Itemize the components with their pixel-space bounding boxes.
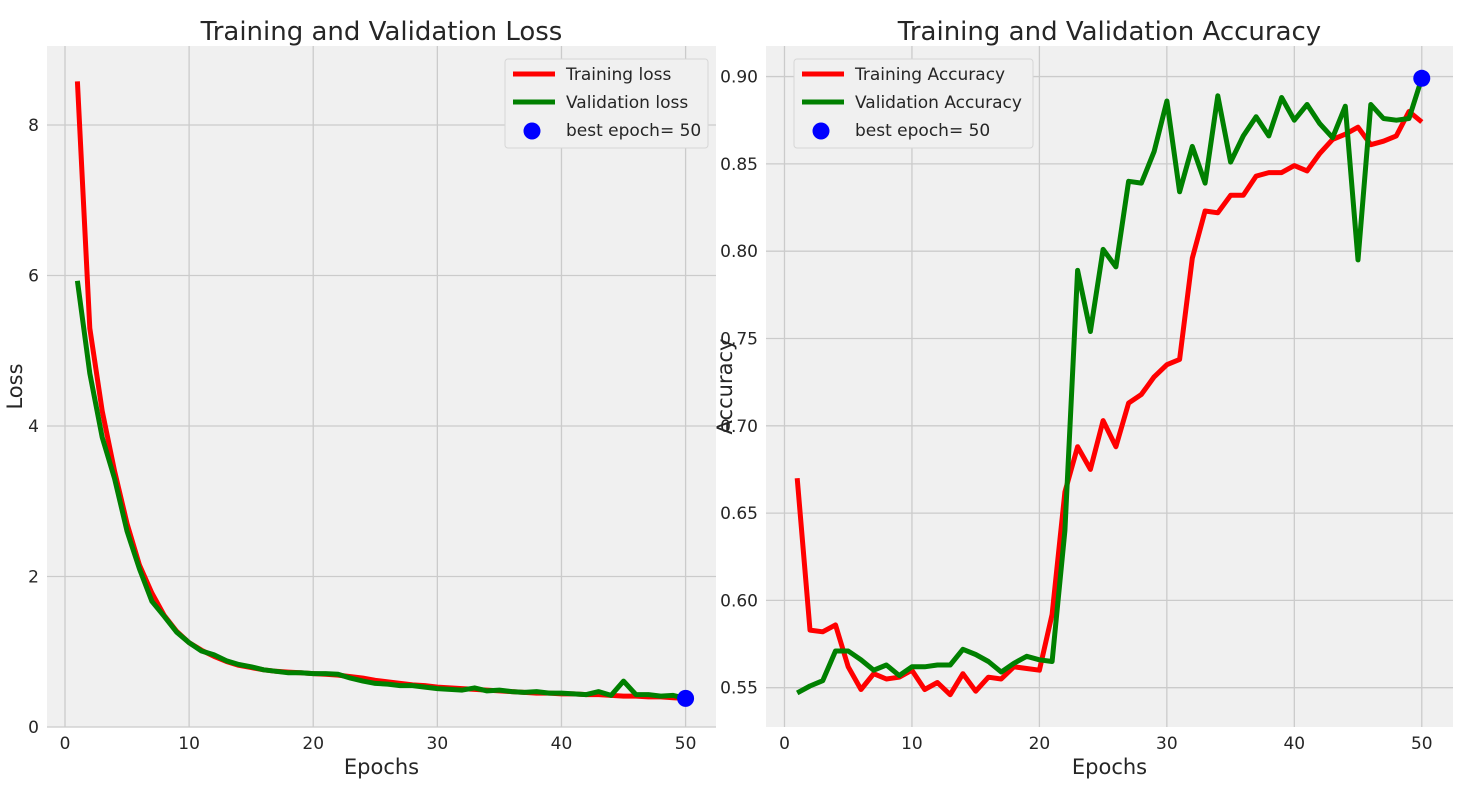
chart-2-x-tick-label: 0 — [779, 734, 790, 754]
chart-1-x-tick-label: 10 — [178, 734, 200, 754]
chart-1: 0 10 20 30 40 50 0 2 4 6 8 Training and Validation … — [3, 17, 716, 779]
chart-2-x-tick-label: 20 — [1029, 734, 1051, 754]
chart-2-title: Training and Validation Accuracy — [897, 17, 1321, 47]
chart-1-legend-box — [504, 58, 709, 149]
chart-2-y-tick-label: 0.90 — [720, 68, 758, 88]
chart-2-x-axis-label: Epochs — [1072, 755, 1147, 779]
chart-1-legend-best-marker — [523, 122, 541, 140]
chart-1-y-axis-label: Loss — [3, 363, 27, 409]
chart-1-series-line-2 — [74, 280, 687, 701]
chart-2-x-tick-label: 40 — [1283, 734, 1305, 754]
chart-1-x-axis-label: Epochs — [344, 755, 419, 779]
chart-2-y-axis-label: Accuracy — [713, 339, 737, 435]
chart-2-best-epoch-point — [1413, 69, 1431, 87]
chart-1-best-epoch-point — [677, 689, 695, 707]
chart-1-y-tick-label: 0 — [28, 718, 39, 738]
chart-1-y-tick-label: 6 — [28, 267, 39, 287]
chart-1-title: Training and Validation Loss — [200, 17, 563, 47]
chart-1-x-tick-label: 20 — [302, 734, 324, 754]
chart-2-legend-label-2: Validation Accuracy — [855, 93, 1022, 113]
chart-2-x-tick-label: 30 — [1156, 734, 1178, 754]
chart-2: 0 10 20 30 40 50 0.55 0.60 0.65 0.70 0.75 0.80 0.85 0… — [713, 17, 1453, 779]
chart-1-y-tick-label: 2 — [28, 568, 39, 588]
chart-2-x-tick-label: 50 — [1411, 734, 1433, 754]
chart-1-legend-label-best: best epoch= 50 — [566, 121, 701, 141]
chart-2-legend-box — [793, 58, 1034, 149]
chart-1-x-tick-label: 30 — [427, 734, 449, 754]
chart-2-plot-area — [766, 46, 1453, 727]
chart-2-y-tick-label: 0.80 — [720, 242, 758, 262]
chart-2-y-tick-label: 0.55 — [720, 679, 758, 699]
chart-2-y-tick-label: 0.70 — [720, 417, 758, 437]
chart-1-x-tick-label: 40 — [551, 734, 573, 754]
chart-2-legend-label-1: Training Accuracy — [854, 65, 1005, 85]
chart-2-y-tick-label: 0.75 — [720, 329, 758, 349]
chart-1-y-tick-label: 4 — [28, 417, 39, 437]
chart-1-legend-label-1: Training loss — [565, 65, 671, 85]
chart-1-x-tick-label: 0 — [60, 734, 71, 754]
chart-1-legend: Training loss Validation loss best epoch= … — [504, 58, 709, 149]
chart-1-plot-area — [47, 46, 716, 727]
chart-2-y-tick-label: 0.65 — [720, 504, 758, 524]
chart-2-x-tick-label: 10 — [901, 734, 923, 754]
chart-2-legend-best-marker — [812, 122, 830, 140]
chart-1-legend-label-2: Validation loss — [566, 93, 688, 113]
chart-1-y-tick-label: 8 — [28, 116, 39, 136]
chart-2-legend-label-best: best epoch= 50 — [855, 121, 990, 141]
chart-2-y-tick-label: 0.60 — [720, 591, 758, 611]
chart-2-legend: Training Accuracy Validation Accuracy best… — [793, 58, 1034, 149]
chart-1-x-tick-label: 50 — [675, 734, 697, 754]
chart-2-y-tick-label: 0.85 — [720, 155, 758, 175]
chart-2-series-line-2 — [796, 77, 1425, 696]
